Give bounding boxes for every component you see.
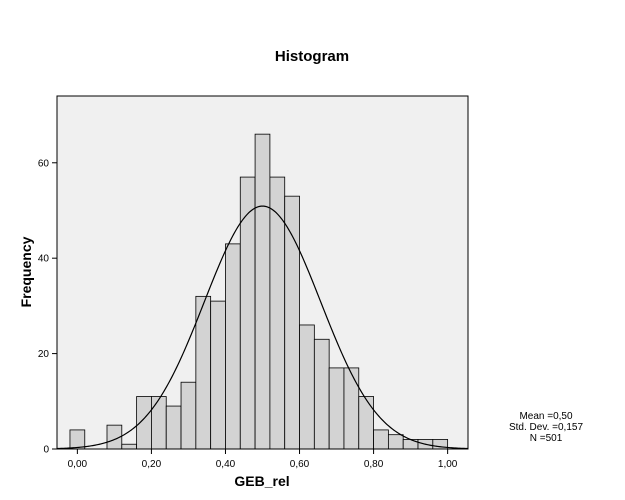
x-axis-ticks: 0,00 0,20 0,40 0,60 0,80 1,00 [68, 449, 458, 470]
axes-group [56, 96, 468, 450]
histogram-bar-16 [299, 324, 315, 450]
histogram-bar-13 [254, 133, 271, 450]
histogram-bar-21 [373, 429, 389, 450]
histogram-bar-14 [269, 176, 286, 450]
normal-curve [56, 205, 469, 450]
histogram-bar-10 [210, 300, 226, 450]
stats-mean: Mean =0,50 [519, 411, 573, 422]
histogram-bar-17 [313, 338, 330, 450]
histogram-bar-9 [195, 295, 212, 450]
histogram-bar-7 [165, 405, 182, 450]
x-tick-label-0: 0,00 [68, 459, 88, 470]
histogram-bar-22 [387, 434, 404, 450]
histogram-bar-5 [136, 396, 152, 450]
x-tick-label-4: 0,80 [364, 459, 384, 470]
histogram-bar-8 [180, 381, 197, 450]
stats-n: N =501 [530, 433, 563, 444]
y-axis-label: Frequency [18, 236, 34, 307]
chart-title: Histogram [275, 48, 349, 65]
x-axis-label: GEB_rel [234, 473, 289, 489]
x-tick-label-3: 0,60 [290, 459, 310, 470]
histogram-bar-11 [225, 243, 241, 450]
x-tick-label-1: 0,20 [142, 459, 162, 470]
stats-std-dev: Std. Dev. =0,157 [509, 422, 583, 433]
histogram-bar-0 [69, 429, 86, 450]
x-tick-label-2: 0,40 [216, 459, 236, 470]
y-tick-label-2: 40 [38, 254, 50, 265]
histogram-bar-15 [284, 195, 300, 450]
histogram-bar-18 [328, 367, 345, 450]
y-axis-ticks: 0 20 40 60 [38, 158, 57, 456]
histogram-bar-4 [121, 443, 138, 450]
histogram-bar-19 [343, 367, 360, 450]
stats-box: Mean =0,50 Std. Dev. =0,157 N =501 [509, 411, 583, 444]
y-tick-label-1: 20 [38, 349, 50, 360]
y-tick-label-3: 60 [38, 158, 50, 169]
histogram-bar-6 [151, 396, 167, 450]
histogram-bar-12 [239, 176, 256, 450]
histogram-bar-20 [358, 396, 374, 450]
y-tick-label-0: 0 [43, 445, 49, 456]
x-tick-label-5: 1,00 [438, 459, 458, 470]
